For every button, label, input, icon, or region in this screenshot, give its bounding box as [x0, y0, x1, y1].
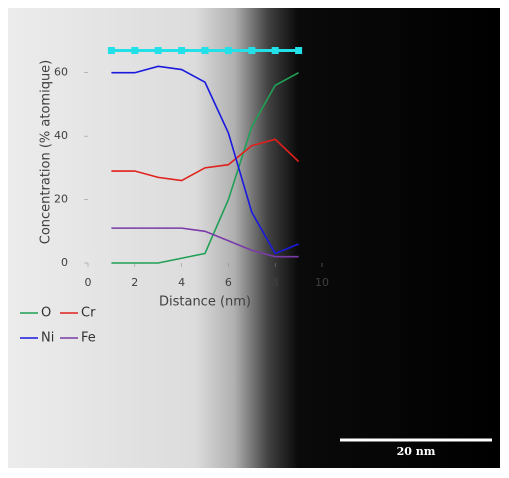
y-tick-label: 0	[61, 256, 68, 269]
marker	[295, 47, 302, 54]
marker	[272, 47, 279, 54]
marker	[248, 47, 255, 54]
legend-label: Fe	[81, 331, 96, 346]
x-tick-label: 4	[178, 276, 185, 289]
x-tick-label: 0	[85, 276, 92, 289]
legend-label: O	[41, 306, 51, 321]
x-tick-label: 6	[225, 276, 232, 289]
marker	[131, 47, 138, 54]
marker	[108, 47, 115, 54]
x-tick-label: 2	[131, 276, 138, 289]
marker	[202, 47, 209, 54]
marker	[225, 47, 232, 54]
y-tick-label: 20	[54, 193, 68, 206]
marker	[155, 47, 162, 54]
x-tick-label: 8	[272, 276, 279, 289]
y-tick-label: 60	[54, 66, 68, 79]
marker	[178, 47, 185, 54]
micrograph	[8, 8, 500, 468]
x-axis-title: Distance (nm)	[159, 295, 251, 310]
y-tick-label: 40	[54, 129, 68, 142]
y-axis-title: Concentration (% atomique)	[39, 60, 54, 245]
figure: 20 nm Concentration (% atomique) Distanc…	[0, 0, 509, 474]
legend-label: Cr	[81, 306, 96, 321]
x-tick-label: 10	[315, 276, 329, 289]
scale-bar-label: 20 nm	[397, 445, 436, 458]
legend-label: Ni	[41, 331, 54, 346]
